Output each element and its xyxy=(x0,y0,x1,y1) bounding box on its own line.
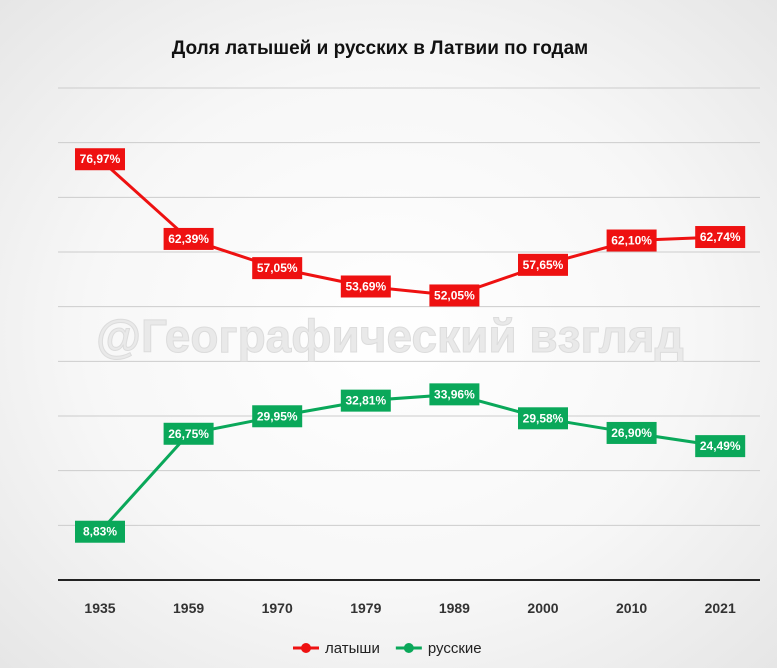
data-label-box xyxy=(518,253,568,276)
data-label-box xyxy=(518,407,568,430)
chart-title: Доля латышей и русских в Латвии по годам xyxy=(172,38,588,59)
data-label-box xyxy=(163,227,214,250)
legend-label: русские xyxy=(428,640,482,657)
data-label: 62,39% xyxy=(168,232,209,246)
x-axis: 1935 1959 1970 1979 1989 2000 2010 2021 xyxy=(84,600,736,616)
data-label-box xyxy=(695,226,746,249)
x-tick-label: 1989 xyxy=(439,600,470,616)
data-label-box xyxy=(429,383,480,406)
x-tick-label: 1935 xyxy=(84,600,115,616)
watermark: @Географический взгляд xyxy=(96,310,684,362)
x-tick-label: 1970 xyxy=(262,600,293,616)
data-label: 33,96% xyxy=(434,387,475,401)
x-tick-label: 1959 xyxy=(173,600,204,616)
data-label: 26,90% xyxy=(611,426,652,440)
series-line xyxy=(98,158,721,297)
data-label: 53,69% xyxy=(345,279,386,293)
data-label: 24,49% xyxy=(700,439,741,453)
data-label: 32,81% xyxy=(345,394,386,408)
data-label: 62,74% xyxy=(700,230,741,244)
data-label-box xyxy=(695,435,746,458)
data-label-box xyxy=(340,389,391,412)
data-label: 57,05% xyxy=(257,261,298,275)
data-label: 52,05% xyxy=(434,288,475,302)
legend: латыши русские xyxy=(293,640,482,657)
data-label-box xyxy=(340,275,391,298)
data-label-box xyxy=(252,257,303,280)
data-label: 62,10% xyxy=(611,234,652,248)
x-tick-label: 2010 xyxy=(616,600,647,616)
data-label-box xyxy=(606,421,657,444)
series-line xyxy=(98,392,721,533)
legend-swatch-dot xyxy=(403,643,414,653)
series-1: 76,97% 62,39% 57,05% 53,69% 52,05% 57,65% 62,1… xyxy=(75,148,746,307)
data-label-box xyxy=(75,520,125,543)
data-label-box xyxy=(163,422,214,445)
series-layer: 76,97% 62,39% 57,05% 53,69% 52,05% 57,65% 62,1… xyxy=(75,148,746,543)
legend-label: латыши xyxy=(325,640,380,657)
data-label: 8,83% xyxy=(83,525,117,539)
data-label: 26,75% xyxy=(168,427,209,441)
data-label: 29,58% xyxy=(523,411,564,425)
data-label: 29,95% xyxy=(257,409,298,423)
data-label: 76,97% xyxy=(80,152,121,166)
gridlines xyxy=(58,87,760,581)
x-tick-label: 2000 xyxy=(527,600,558,616)
data-label: 57,65% xyxy=(523,258,564,272)
series-2: 8,83% 26,75% 29,95% 32,81% 33,96% 29,58% 26,90… xyxy=(75,383,746,543)
data-label-box xyxy=(606,229,657,252)
x-tick-label: 2021 xyxy=(705,600,736,616)
data-label-box xyxy=(252,405,303,428)
x-tick-label: 1979 xyxy=(350,600,381,616)
legend-swatch-dot xyxy=(301,643,311,653)
data-label-box xyxy=(429,284,480,307)
data-label-box xyxy=(75,148,125,171)
